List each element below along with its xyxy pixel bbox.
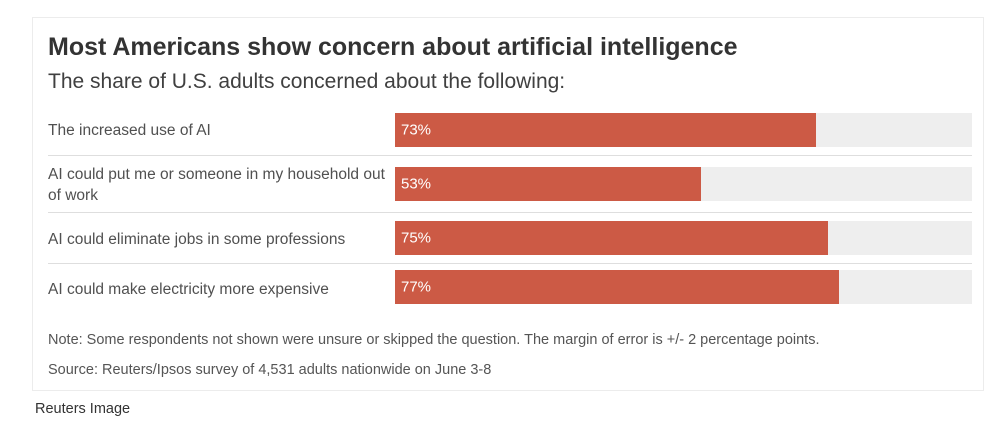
bar-track: 77% — [395, 270, 972, 304]
bar: 77% — [395, 270, 840, 304]
category-label: The increased use of AI — [48, 122, 211, 139]
category-label: AI could make electricity more expensive — [48, 281, 329, 298]
row-divider — [48, 212, 972, 213]
chart-note: Note: Some respondents not shown were un… — [48, 332, 820, 348]
category-label: AI could put me or someone in my househo… — [48, 166, 385, 204]
bar: 53% — [395, 167, 701, 201]
bar-value-label: 77% — [401, 278, 432, 296]
bar-track: 53% — [395, 167, 972, 201]
chart-source: Source: Reuters/Ipsos survey of 4,531 ad… — [48, 362, 492, 378]
bar-value-label: 73% — [401, 121, 432, 139]
bar: 75% — [395, 221, 828, 255]
category-label: AI could eliminate jobs in some professi… — [48, 231, 346, 248]
row-divider — [48, 155, 972, 156]
bar-value-label: 53% — [401, 175, 432, 193]
chart-subtitle: The share of U.S. adults concerned about… — [48, 70, 566, 93]
chart-card — [32, 17, 984, 391]
bar-track: 73% — [395, 113, 972, 147]
bar-value-label: 75% — [401, 229, 432, 247]
chart-title: Most Americans show concern about artifi… — [48, 33, 738, 61]
row-divider — [48, 263, 972, 264]
bar-track: 75% — [395, 221, 972, 255]
bar: 73% — [395, 113, 817, 147]
image-credit: Reuters Image — [35, 401, 131, 417]
